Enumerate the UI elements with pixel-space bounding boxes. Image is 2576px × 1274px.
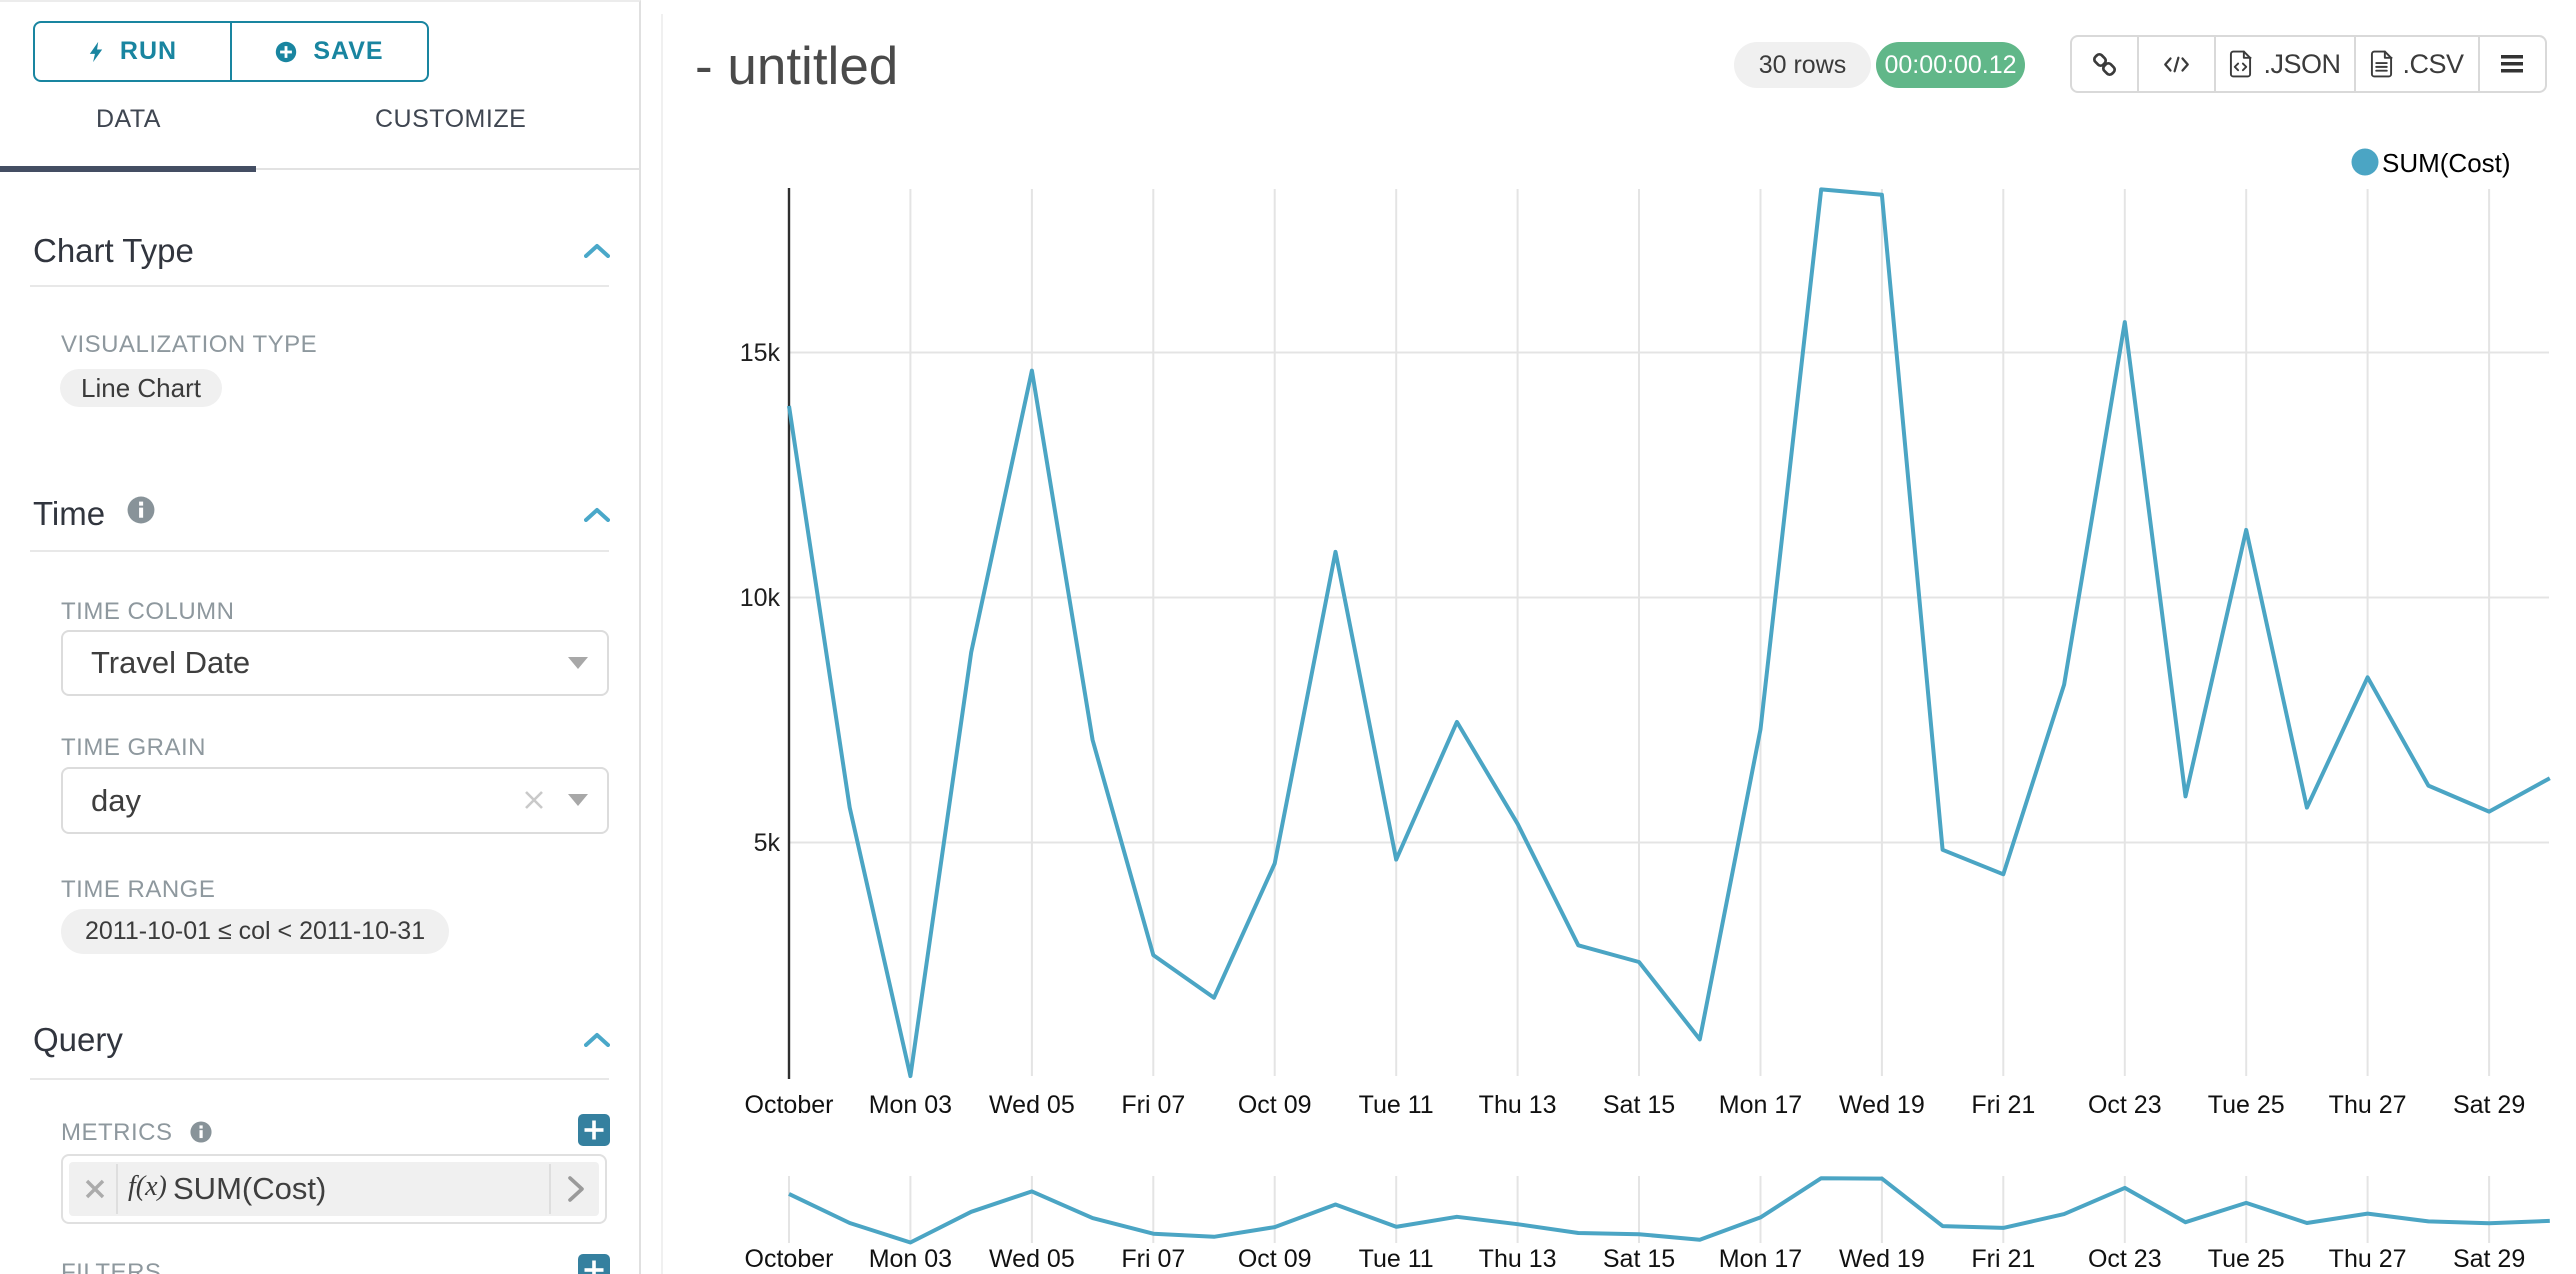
svg-text:5k: 5k <box>754 829 781 857</box>
svg-text:Oct 09: Oct 09 <box>1238 1091 1312 1119</box>
svg-text:Thu 13: Thu 13 <box>1479 1245 1557 1273</box>
svg-text:Wed 05: Wed 05 <box>989 1245 1075 1273</box>
svg-text:Fri 07: Fri 07 <box>1121 1091 1185 1119</box>
svg-text:Tue 11: Tue 11 <box>1359 1091 1434 1119</box>
svg-text:Tue 25: Tue 25 <box>2208 1245 2285 1273</box>
svg-text:Sat 15: Sat 15 <box>1603 1091 1675 1119</box>
svg-text:Wed 19: Wed 19 <box>1839 1245 1925 1273</box>
svg-text:October: October <box>745 1245 834 1273</box>
svg-text:Fri 07: Fri 07 <box>1121 1245 1185 1273</box>
svg-text:Thu 13: Thu 13 <box>1479 1091 1557 1119</box>
svg-text:Sat 15: Sat 15 <box>1603 1245 1675 1273</box>
svg-text:Fri 21: Fri 21 <box>1971 1245 2035 1273</box>
svg-text:Oct 23: Oct 23 <box>2088 1245 2162 1273</box>
svg-text:10k: 10k <box>740 584 781 612</box>
svg-text:Thu 27: Thu 27 <box>2329 1091 2407 1119</box>
svg-text:October: October <box>745 1091 834 1119</box>
svg-text:Wed 05: Wed 05 <box>989 1091 1075 1119</box>
svg-text:Oct 23: Oct 23 <box>2088 1091 2162 1119</box>
svg-text:Mon 03: Mon 03 <box>869 1245 952 1273</box>
svg-text:Fri 21: Fri 21 <box>1971 1091 2035 1119</box>
svg-text:Wed 19: Wed 19 <box>1839 1091 1925 1119</box>
svg-text:SUM(Cost): SUM(Cost) <box>2382 148 2511 178</box>
svg-text:15k: 15k <box>740 339 781 367</box>
svg-text:Thu 27: Thu 27 <box>2329 1245 2407 1273</box>
svg-text:Oct 09: Oct 09 <box>1238 1245 1312 1273</box>
svg-text:Tue 11: Tue 11 <box>1359 1245 1434 1273</box>
svg-text:Sat 29: Sat 29 <box>2453 1245 2525 1273</box>
svg-text:Mon 17: Mon 17 <box>1719 1245 1802 1273</box>
svg-text:Sat 29: Sat 29 <box>2453 1091 2525 1119</box>
svg-text:Mon 17: Mon 17 <box>1719 1091 1802 1119</box>
svg-text:Mon 03: Mon 03 <box>869 1091 952 1119</box>
svg-text:Tue 25: Tue 25 <box>2208 1091 2285 1119</box>
